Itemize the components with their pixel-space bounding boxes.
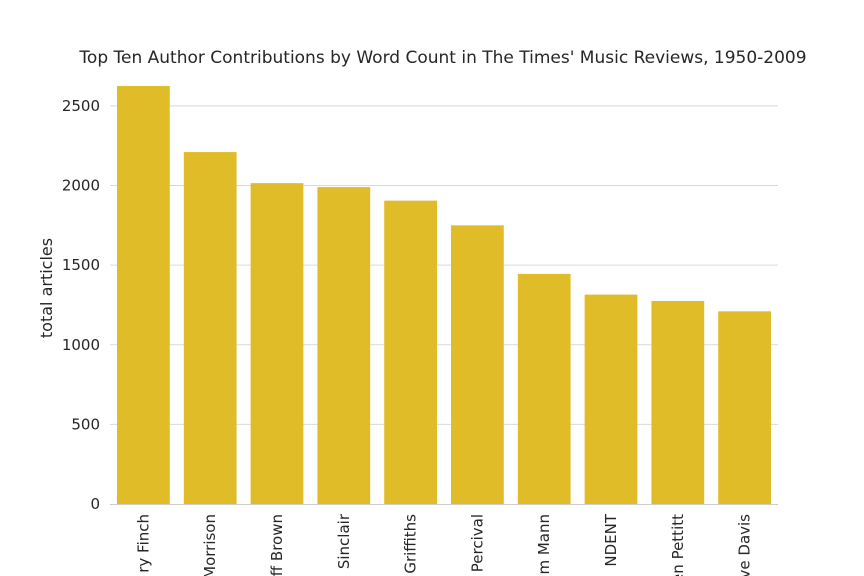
y-tick-label: 500 [71, 415, 100, 433]
y-tick-label: 2000 [62, 177, 100, 195]
x-tick-labels: ry Finch Morrison ff Brown Sinclair Griffith… [134, 513, 753, 576]
bar [718, 311, 771, 504]
y-tick-label: 1000 [62, 336, 100, 354]
x-tick-label: Percival [468, 514, 486, 572]
x-tick-label: ry Finch [134, 514, 152, 573]
bar [117, 85, 170, 504]
bar [451, 225, 504, 505]
y-axis-label: total articles [37, 238, 56, 338]
x-tick-label: m Mann [535, 514, 553, 575]
bar [651, 300, 705, 504]
y-tick-labels: 0 500 1000 1500 2000 2500 [62, 97, 100, 513]
chart-title: Top Ten Author Contributions by Word Cou… [78, 48, 806, 68]
x-tick-label: ve Davis [736, 514, 754, 576]
bar [183, 152, 237, 504]
x-tick-label: NDENT [602, 513, 620, 566]
bar [250, 183, 304, 504]
y-tick-label: 1500 [62, 256, 100, 274]
x-tick-label: ff Brown [268, 514, 286, 576]
y-tick-label: 0 [90, 495, 100, 513]
y-tick-label: 2500 [62, 97, 100, 115]
bar [384, 200, 437, 504]
x-tick-label: Sinclair [335, 513, 353, 569]
x-tick-label: Griffiths [402, 514, 420, 574]
x-tick-label: en Pettitt [669, 514, 687, 576]
bar [317, 187, 371, 505]
bars [117, 85, 771, 505]
x-tick-label: Morrison [201, 514, 219, 576]
bar [584, 294, 638, 504]
bar [517, 273, 571, 504]
